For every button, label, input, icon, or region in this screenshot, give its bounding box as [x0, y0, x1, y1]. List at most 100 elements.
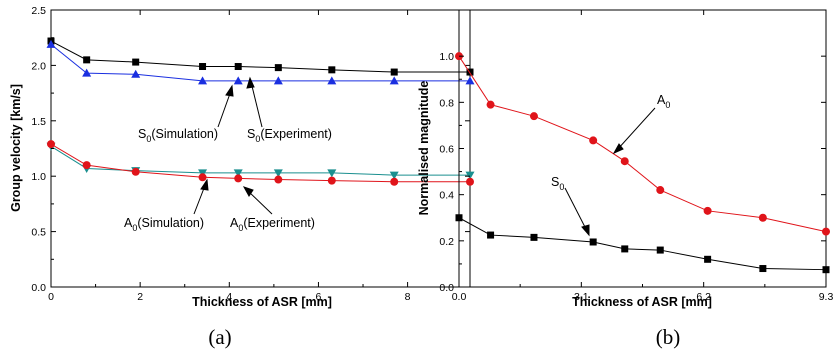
panel-b-series-1-point: [759, 265, 767, 273]
panel-a-ytick-label: 0.5: [31, 227, 46, 239]
panel-b-xtick-label: 3.1: [574, 291, 589, 303]
panel-b-ytick-label: 0.0: [439, 282, 454, 294]
arrow-s0-experiment: [250, 81, 263, 128]
panel-a-frame: [50, 9, 471, 288]
panel-a-series-2-point: [465, 171, 475, 180]
panel-a-series-0-line: [50, 40, 470, 73]
panel-b-series-1-point: [822, 266, 830, 274]
panel-a-series-0-point: [199, 63, 207, 71]
panel-a-series-0-point: [390, 68, 398, 76]
panel-a-series-0-point: [234, 63, 242, 71]
panel-a-ytick-label: 1.0: [31, 171, 46, 183]
panel-a-ylabel: Group velocity [km/s]: [9, 84, 23, 212]
panel-a-series-2-line: [50, 145, 470, 176]
arrow-s0-experiment-head: [246, 76, 255, 89]
arrow-a0-experiment: [246, 189, 273, 215]
panel-a-ytick-label: 1.5: [31, 116, 46, 128]
arrow-s0: [564, 187, 588, 232]
panel-b-ytick-label: 0.2: [439, 236, 454, 248]
panel-a-series-1-point: [465, 76, 475, 85]
panel-b-ticks: 0.0 3.1 6.2 9.3 0.0 0.2 0.4 0.6 0.8 1.0: [439, 10, 833, 303]
arrow-s0-head: [581, 224, 590, 237]
panel-a: 0 2 4 6 8 0.0 0.5 1.0 1.5 2.0 2.5 Thickness of ASR…: [9, 5, 475, 349]
panel-a-series-2-point: [389, 171, 399, 180]
panel-b-ytick-label: 0.4: [439, 190, 454, 202]
panel-b-series-1-point: [530, 233, 538, 241]
panel-a-series-2-point: [233, 169, 243, 178]
panel-a-series-3-point: [327, 176, 336, 185]
panel-b-series-1-line: [458, 217, 827, 271]
panel-a-caption: (a): [208, 325, 231, 349]
panel-a-series-1-point: [198, 76, 208, 85]
panel-a-series-3-point: [82, 161, 91, 170]
panel-a-series: [46, 37, 475, 186]
annotation-s0: S0: [551, 175, 564, 192]
panel-a-xtick-label: 8: [405, 291, 411, 303]
arrow-s0-simulation-head: [225, 84, 234, 97]
panel-b-ytick-label: 1.0: [439, 51, 454, 63]
arrow-a0-simulation-head: [200, 178, 209, 191]
panel-b-ytick-label: 0.6: [439, 144, 454, 156]
panel-a-xtick-label: 4: [226, 291, 232, 303]
panel-a-series-1-point: [389, 76, 399, 85]
panel-a-series-0-point: [328, 66, 336, 74]
annotation-a0: A0: [657, 93, 670, 110]
panel-b-ylabel: Normalised magnitude: [417, 81, 431, 216]
annotation-a0-experiment: A0(Experiment): [230, 216, 315, 233]
panel-b-ytick-label: 0.8: [439, 97, 454, 109]
panel-b-series-0-point: [703, 206, 712, 215]
arrow-a0-head: [612, 143, 624, 155]
panel-a-series-1-point: [131, 69, 141, 78]
panel-a-series-1-point: [46, 39, 56, 48]
annotation-s0-simulation: S0(Simulation): [138, 127, 218, 144]
panel-b-series-0-point: [758, 213, 767, 222]
panel-b-series-0-point: [822, 227, 830, 236]
panel-a-series-0-point: [274, 64, 282, 72]
panel-a-ticks: 0 2 4 6 8 0.0 0.5 1.0 1.5 2.0 2.5: [31, 5, 470, 303]
panel-a-series-1-line: [50, 43, 470, 82]
panel-b-frame: [458, 9, 827, 288]
panel-a-ytick-label: 2.5: [31, 5, 46, 17]
panel-a-series-3-point: [466, 177, 474, 186]
panel-a-series-3-line: [50, 143, 470, 183]
panel-a-series-0-point: [132, 58, 140, 66]
panel-a-xlabel: Thickness of ASR [mm]: [192, 295, 332, 309]
panel-a-series-2-point: [327, 169, 337, 178]
arrow-a0-experiment-head: [242, 186, 254, 197]
panel-a-xtick-label: 2: [137, 291, 143, 303]
panel-b-series: [455, 52, 830, 274]
panel-a-ytick-label: 0.0: [31, 282, 46, 294]
panel-b-series-0-point: [656, 186, 665, 195]
panel-b-xlabel: Thickness of ASR [mm]: [572, 295, 712, 309]
panel-b: 0.0 3.1 6.2 9.3 0.0 0.2 0.4 0.6 0.8 1.0 Thickness…: [417, 9, 833, 349]
panel-a-series-0-point: [83, 56, 91, 64]
panel-b-series-0-point: [486, 100, 495, 109]
panel-b-series-1-point: [704, 255, 712, 263]
panel-a-xtick-label: 6: [316, 291, 322, 303]
panel-b-series-0-line: [458, 55, 827, 233]
panel-b-series-1-point: [621, 245, 629, 253]
panel-b-series-1-point: [487, 231, 495, 239]
panel-a-series-0-point: [466, 68, 474, 76]
panel-b-series-0-point: [589, 136, 598, 145]
panel-a-series-3-point: [47, 140, 55, 149]
panel-a-series-1-point: [233, 76, 243, 85]
panel-a-series-3-point: [274, 175, 283, 184]
annotation-a0-simulation: A0(Simulation): [124, 216, 204, 233]
panel-b-xtick-label: 9.3: [819, 291, 833, 303]
panel-a-xtick-label: 0: [48, 291, 54, 303]
panel-a-series-3-point: [390, 177, 399, 186]
arrow-a0: [616, 107, 656, 151]
panel-a-series-3-point: [131, 167, 140, 176]
panel-b-series-0-point: [620, 157, 629, 166]
panel-a-series-1-point: [273, 76, 283, 85]
panel-a-series-3-point: [234, 174, 243, 183]
panel-b-series-1-point: [589, 238, 597, 246]
panel-b-xtick-label: 0.0: [452, 291, 467, 303]
panel-a-series-1-point: [327, 76, 337, 85]
panel-a-series-3-point: [198, 173, 207, 182]
panel-b-caption: (b): [656, 325, 681, 349]
panel-b-xtick-label: 6.2: [696, 291, 711, 303]
panel-a-series-2-point: [273, 169, 283, 178]
